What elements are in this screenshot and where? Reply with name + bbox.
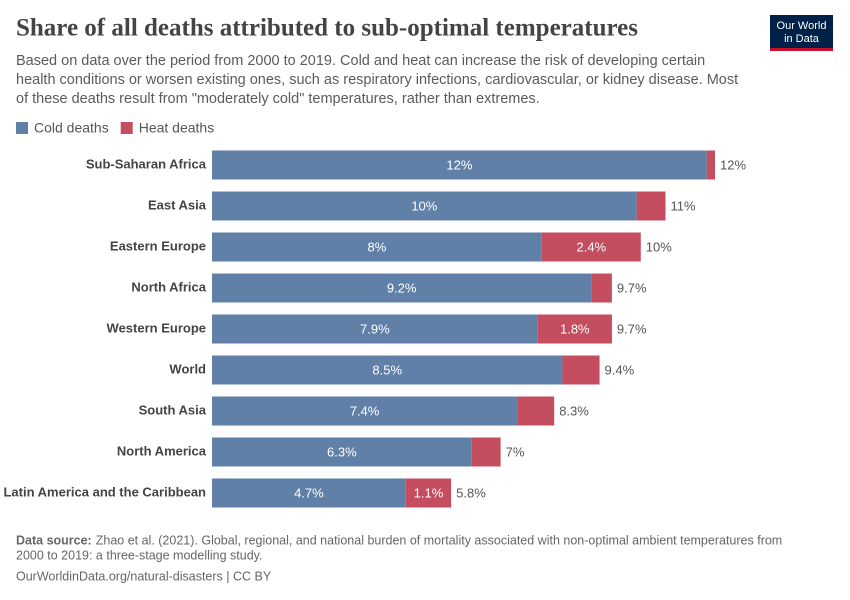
bar-segment — [212, 150, 707, 180]
category-label: North Africa — [131, 279, 206, 294]
bar-segment — [212, 191, 637, 221]
logo-text: Our World — [777, 20, 827, 32]
value-label: 2.4% — [576, 239, 606, 254]
total-label: 8.3% — [559, 403, 589, 418]
bar-segment — [541, 232, 641, 262]
source: Zhao et al. (2021). Global, regional, an… — [96, 533, 782, 547]
logo-underline — [770, 48, 833, 51]
legend-label: Cold deaths — [34, 120, 109, 136]
bar-segment — [405, 478, 452, 508]
bar-segment — [212, 355, 563, 385]
legend-label: Heat deaths — [139, 120, 215, 136]
value-label: 6.3% — [327, 444, 357, 459]
bar-segment — [212, 273, 592, 303]
bar-segment — [212, 478, 406, 508]
bar-segment — [212, 232, 542, 262]
value-label: 7.4% — [350, 403, 380, 418]
category-label: Western Europe — [107, 320, 206, 335]
value-label: 10% — [411, 198, 437, 213]
bar-segment — [562, 355, 600, 385]
total-label: 12% — [720, 157, 746, 172]
bar-segment — [706, 150, 715, 180]
value-label: 12% — [446, 157, 472, 172]
bar-segment — [212, 437, 472, 467]
category-label: East Asia — [148, 197, 207, 212]
source-label: Data source: — [16, 533, 92, 547]
category-label: Eastern Europe — [110, 238, 206, 253]
total-label: 10% — [646, 239, 672, 254]
total-label: 7% — [506, 444, 525, 459]
value-label: 1.8% — [560, 321, 590, 336]
source: 2000 to 2019: a three-stage modelling st… — [16, 548, 262, 562]
legend-swatch — [120, 122, 133, 134]
bar-segment — [517, 396, 555, 426]
category-label: Sub-Saharan Africa — [86, 156, 207, 171]
category-label: South Asia — [139, 402, 207, 417]
total-label: 9.4% — [605, 362, 635, 377]
subtitle: Based on data over the period from 2000 … — [16, 53, 705, 69]
bar-segment — [212, 396, 518, 426]
total-label: 9.7% — [617, 321, 647, 336]
value-label: 1.1% — [414, 485, 444, 500]
total-label: 11% — [671, 198, 696, 213]
bar-segment — [636, 191, 666, 221]
value-label: 8% — [368, 239, 387, 254]
logo-box — [770, 15, 833, 50]
subtitle: health conditions or worsen existing one… — [16, 72, 738, 88]
bar-segment — [212, 314, 538, 344]
category-label: Latin America and the Caribbean — [3, 484, 206, 499]
value-label: 8.5% — [372, 362, 402, 377]
total-label: 5.8% — [456, 485, 486, 500]
bar-segment — [537, 314, 612, 344]
value-label: 9.2% — [387, 280, 417, 295]
bar-segment — [471, 437, 501, 467]
subtitle: of these deaths result from "moderately … — [16, 91, 540, 107]
footer-url: OurWorldinData.org/natural-disasters | C… — [16, 569, 272, 583]
logo-text: in Data — [784, 33, 820, 45]
value-label: 4.7% — [294, 485, 324, 500]
legend-swatch — [16, 122, 28, 134]
total-label: 9.7% — [617, 280, 647, 295]
chart-title: Share of all deaths attributed to sub-op… — [16, 15, 638, 42]
value-label: 7.9% — [360, 321, 390, 336]
bar-segment — [591, 273, 612, 303]
category-label: North America — [117, 443, 207, 458]
category-label: World — [169, 361, 206, 376]
